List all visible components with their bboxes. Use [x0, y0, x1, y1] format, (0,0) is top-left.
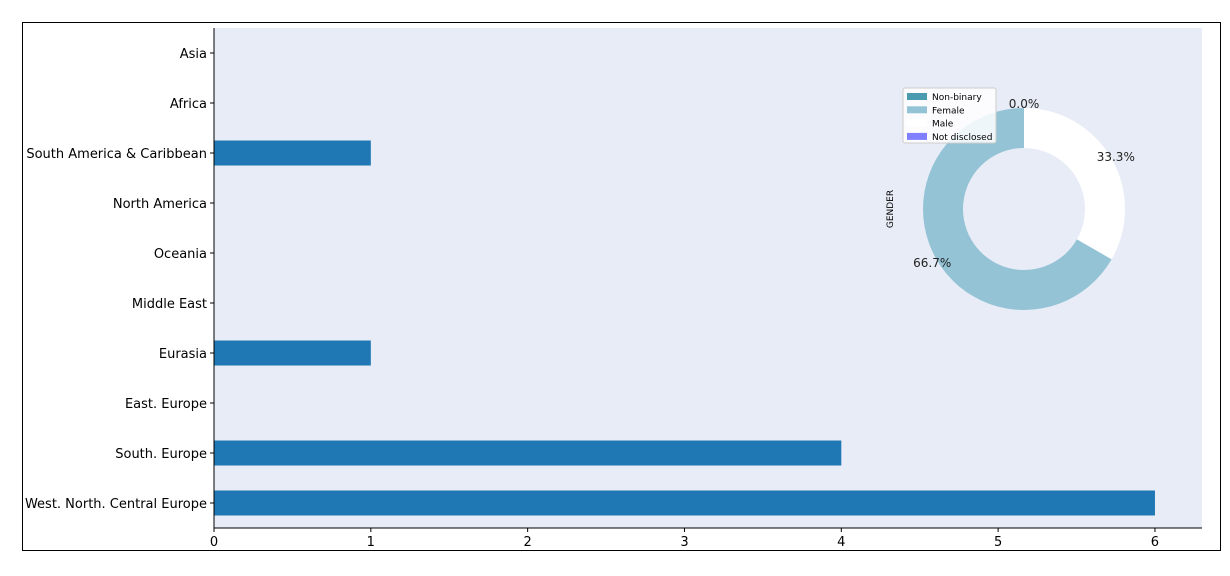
x-tick-label: 3	[680, 535, 688, 550]
legend-label: Non-binary	[932, 93, 982, 103]
legend-box	[902, 87, 997, 144]
legend-label: Not disclosed	[932, 133, 992, 143]
x-tick-label: 2	[524, 535, 532, 550]
slice-label: 66.7%	[913, 256, 951, 270]
y-tick-label: South. Europe	[115, 447, 207, 462]
bar	[214, 140, 371, 166]
x-tick-label: 6	[1151, 535, 1159, 550]
legend-label: Male	[932, 120, 954, 130]
slice-label: 0.0%	[1009, 97, 1040, 111]
legend-label: Female	[932, 106, 965, 116]
x-tick-label: 0	[210, 535, 218, 550]
legend-swatch	[907, 106, 927, 114]
bar	[214, 440, 842, 466]
figure-frame	[22, 22, 1221, 551]
y-tick-label: Middle East	[132, 297, 207, 312]
y-tick-label: Eurasia	[159, 347, 207, 362]
legend-swatch	[907, 119, 927, 127]
x-tick-label: 4	[837, 535, 845, 550]
legend-swatch	[907, 132, 927, 140]
y-tick-label: Oceania	[154, 247, 207, 262]
pie-slice	[922, 108, 1112, 311]
y-tick-label: Africa	[170, 97, 207, 112]
bar	[214, 340, 371, 366]
y-tick-label: Asia	[180, 47, 207, 62]
y-tick-label: South America & Caribbean	[26, 147, 207, 162]
pie-slice	[1024, 108, 1125, 260]
y-tick-label: West. North. Central Europe	[25, 497, 207, 512]
x-tick-label: 5	[994, 535, 1002, 550]
slice-label: 33.3%	[1097, 150, 1135, 164]
bar	[214, 490, 1155, 516]
legend-swatch	[907, 93, 927, 100]
x-tick-label: 1	[367, 535, 375, 550]
y-tick-label: East. Europe	[125, 397, 207, 412]
y-tick-label: North America	[113, 197, 207, 212]
pie-ylabel: GENDER	[886, 190, 896, 228]
